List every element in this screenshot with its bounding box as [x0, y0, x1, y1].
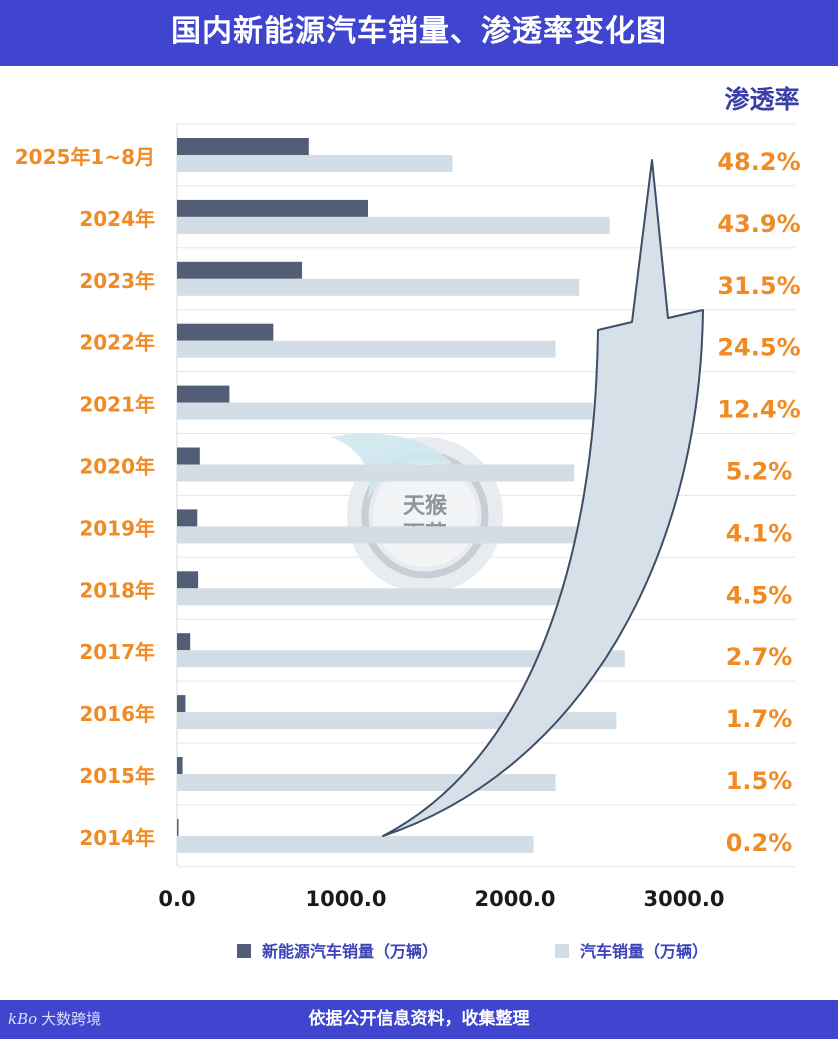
category-label: 2018年: [79, 578, 155, 602]
bar-total: [177, 216, 610, 234]
bar-nev: [177, 385, 230, 403]
bar-nev: [177, 509, 198, 527]
legend-label-nev: 新能源汽车销量（万辆）: [262, 942, 438, 961]
chart: 天猴 下花 2025年1~8月 2024年 2023年 2022年 2021年 2020年…: [15, 85, 801, 961]
penetration-value: 1.7%: [726, 705, 793, 733]
penetration-value: 1.5%: [726, 767, 793, 795]
penetration-value: 48.2%: [717, 148, 800, 176]
penetration-value: 0.2%: [726, 829, 793, 857]
bar-total: [177, 835, 534, 853]
bars: [177, 138, 625, 853]
footer-source-text: 依据公开信息资料，收集整理: [308, 1009, 530, 1029]
category-label: 2019年: [79, 516, 155, 540]
bar-total: [177, 278, 580, 296]
footer-logo-mark: kBo: [8, 1010, 38, 1028]
bar-total: [177, 650, 625, 668]
x-tick-label: 1000.0: [305, 887, 386, 911]
bar-nev: [177, 695, 186, 713]
category-label: 2023年: [79, 269, 155, 293]
penetration-value: 12.4%: [717, 396, 800, 424]
category-label: 2021年: [79, 393, 155, 417]
legend-swatch-total: [555, 944, 569, 958]
x-axis-tick-labels: 0.0 1000.0 2000.0 3000.0: [158, 887, 724, 911]
trend-arrow-shape: [382, 159, 704, 837]
bar-total: [177, 588, 598, 606]
bar-nev: [177, 261, 303, 279]
bar-nev: [177, 757, 183, 774]
penetration-title: 渗透率: [724, 85, 799, 114]
bar-nev: [177, 447, 200, 465]
trend-arrow: [382, 159, 704, 837]
legend: 新能源汽车销量（万辆） 汽车销量（万辆）: [237, 942, 708, 961]
bar-total: [177, 155, 453, 172]
page-title: 国内新能源汽车销量、渗透率变化图: [171, 14, 667, 49]
watermark-logo: 天猴 下花: [330, 433, 503, 593]
grid-lines: [177, 123, 795, 868]
footer-bar: kBo 大数跨境 依据公开信息资料，收集整理: [0, 1000, 838, 1039]
penetration-value: 43.9%: [717, 210, 800, 238]
bar-nev: [177, 323, 274, 341]
category-label: 2014年: [79, 826, 155, 850]
category-labels: 2025年1~8月 2024年 2023年 2022年 2021年 2020年 2019年 2…: [15, 145, 155, 850]
bar-nev: [177, 199, 368, 217]
bar-nev: [177, 818, 179, 836]
category-label: 2025年1~8月: [15, 145, 155, 169]
watermark-text-line1: 天猴: [403, 493, 448, 519]
category-label: 2016年: [79, 702, 155, 726]
penetration-value: 4.5%: [726, 581, 793, 609]
bar-nev: [177, 571, 199, 589]
category-label: 2017年: [79, 640, 155, 664]
bar-total: [177, 526, 583, 544]
penetration-value: 2.7%: [726, 643, 793, 671]
penetration-value: 24.5%: [717, 334, 800, 362]
bar-nev: [177, 138, 309, 155]
footer-logo: kBo 大数跨境: [8, 1000, 101, 1039]
bar-total: [177, 402, 593, 420]
category-label: 2024年: [79, 207, 155, 231]
legend-label-total: 汽车销量（万辆）: [580, 942, 708, 961]
penetration-labels: 48.2% 43.9% 31.5% 24.5% 12.4% 5.2% 4.1% 4.5% 2.7…: [717, 148, 800, 857]
category-label: 2020年: [79, 455, 155, 479]
header-bar: 国内新能源汽车销量、渗透率变化图: [0, 0, 838, 66]
category-label: 2015年: [79, 764, 155, 788]
bar-total: [177, 464, 575, 482]
x-tick-label: 2000.0: [474, 887, 555, 911]
legend-swatch-nev: [237, 944, 251, 958]
bar-nev: [177, 633, 191, 651]
penetration-value: 4.1%: [726, 519, 793, 547]
bar-total: [177, 340, 556, 358]
x-tick-label: 0.0: [158, 887, 195, 911]
bar-total: [177, 774, 556, 791]
category-label: 2022年: [79, 331, 155, 355]
penetration-value: 5.2%: [726, 458, 793, 486]
penetration-value: 31.5%: [717, 272, 800, 300]
x-tick-label: 3000.0: [643, 887, 724, 911]
footer-logo-text: 大数跨境: [41, 1010, 102, 1028]
